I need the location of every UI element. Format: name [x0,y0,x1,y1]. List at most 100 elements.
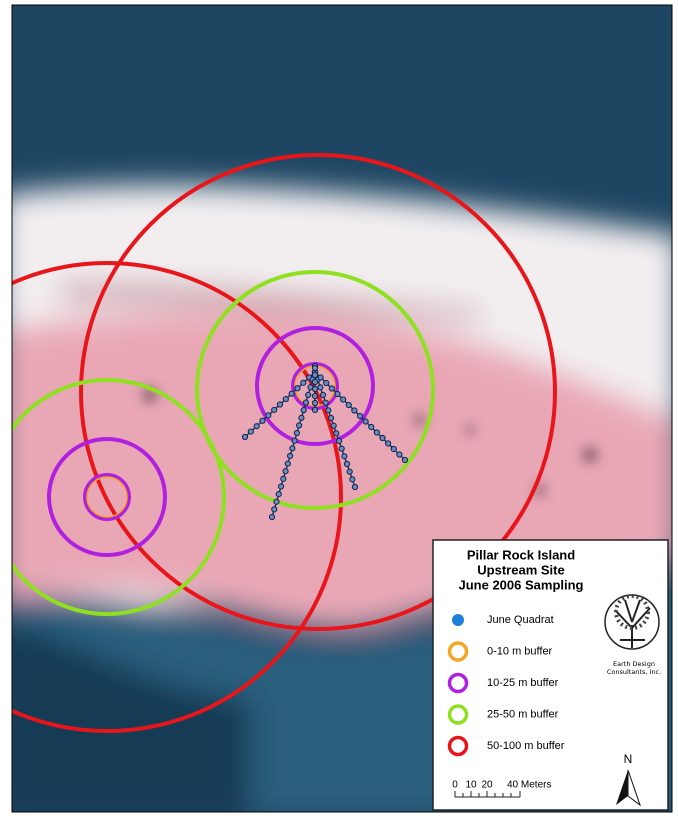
buffer-10-25 [255,326,375,446]
quadrat [311,385,319,393]
quadrat [265,412,272,419]
buffer-25-50 [12,378,226,616]
quadrat [282,395,289,403]
quadrat [356,412,364,420]
quadrat [294,385,301,392]
quadrat [268,513,276,521]
quadrat [311,371,319,379]
quadrat [333,430,340,437]
quadrat [282,468,289,475]
transects [241,362,409,521]
north-arrow: N [616,752,641,807]
north-label: N [624,752,633,766]
quadrat [288,390,295,397]
quadrat [396,451,403,458]
quadrat [349,476,356,483]
quadrat [273,498,280,505]
legend-items: June Quadrat 0-10 m buffer 10-25 m buffer 2… [447,614,565,757]
quadrat [341,453,348,460]
quadrat [311,406,319,414]
quadrat [305,391,312,398]
quadrat [346,468,353,475]
quadrat [259,417,266,424]
quadrat [293,429,300,437]
logo: Earth Design Consultants, Inc. [604,594,661,676]
legend-title-line: Pillar Rock Island [467,547,575,562]
quadrat [311,399,319,407]
quadrat [311,392,319,400]
quadrat [253,423,260,430]
quadrat [289,445,296,452]
quadrat [287,452,294,460]
buffer-0-10 [83,473,131,521]
quadrat [300,379,307,386]
legend-marker [447,735,469,757]
legend-label: June Quadrat [487,614,554,626]
scale-label: 20 [481,780,493,791]
quadrat [338,445,345,452]
transect-line [314,371,356,488]
legend-label: 10-25 m buffer [487,677,559,689]
quadrat [311,378,319,386]
quadrat [298,414,305,421]
quadrat [277,483,285,490]
legend-title-line: June 2006 Sampling [459,577,584,592]
quadrat [351,483,359,491]
quadrat [385,440,392,447]
quadrat [317,384,324,391]
buffer-50-100 [79,153,557,631]
scale-label: 10 [465,780,477,791]
quadrat [323,379,330,387]
quadrat [327,414,335,422]
quadrat [340,396,347,403]
quadrat [343,460,351,468]
quadrat [275,491,282,498]
frame [11,4,673,813]
buffer-0-10 [86,476,128,518]
quadrat [241,433,249,441]
legend-label: 25-50 m buffer [487,708,559,720]
logo-text: Earth Design [613,660,655,668]
buffer-50-100 [12,261,343,733]
scale-label: 40 Meters [507,780,551,791]
legend-marker [447,641,469,662]
legend-marker [447,704,469,725]
quadrat [390,445,397,453]
quadrat [271,506,278,513]
legend-box [432,539,669,811]
quadrat [319,391,327,399]
scale-label: 0 [452,780,458,791]
scale-bar: 0 10 20 40 Meters [452,780,551,798]
quadrat [351,407,358,414]
logo-text: Consultants, Inc. [607,668,661,676]
quadrat [271,406,278,414]
quadrat [335,437,343,445]
legend-label: 0-10 m buffer [487,645,553,657]
quadrat [362,418,369,425]
quadrat [325,407,332,414]
legend-marker [452,614,464,626]
quadrat [280,475,287,482]
quadrat [296,422,303,429]
buffer-25-50 [195,270,435,510]
legend-marker [447,672,469,694]
buffers [12,153,557,733]
quadrat [291,437,298,444]
buffer-10-25 [47,437,167,557]
quadrat [311,364,319,372]
quadrat [276,401,284,408]
quadrat [401,456,409,464]
quadrat [334,390,341,398]
quadrat [247,428,254,435]
quadrat [302,399,310,406]
quadrat [345,401,352,409]
quadrat [300,407,307,414]
legend-label: 50-100 m buffer [487,740,565,752]
quadrat [379,434,386,442]
quadrat [284,460,291,467]
quadrat [373,429,380,436]
quadrat [328,385,335,392]
